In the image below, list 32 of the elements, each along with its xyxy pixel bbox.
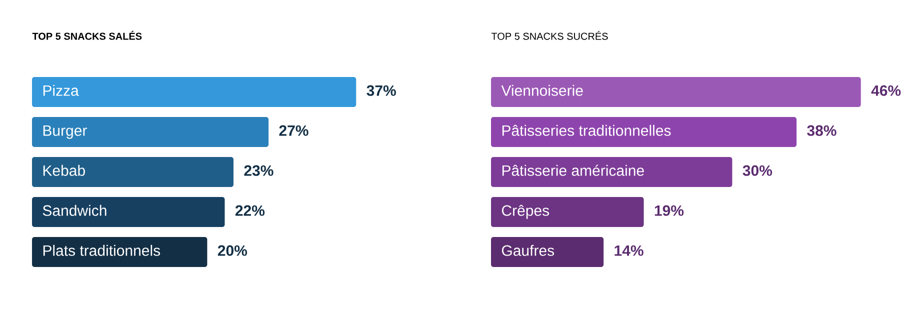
chart-title: TOP 5 SNACKS SUCRÉS bbox=[491, 31, 608, 40]
y-tick-label: Gaufres bbox=[502, 244, 554, 256]
bar bbox=[491, 77, 861, 108]
data-label: 38% bbox=[807, 125, 836, 136]
bar bbox=[491, 237, 604, 268]
data-label: 23% bbox=[244, 165, 274, 176]
y-tick-label: Burger bbox=[43, 125, 87, 139]
bar bbox=[491, 197, 644, 228]
y-tick-label: Crêpes bbox=[502, 204, 550, 219]
bar bbox=[32, 77, 356, 108]
y-tick-label: Pizza bbox=[43, 84, 79, 96]
y-tick-label: Sandwich bbox=[42, 204, 106, 216]
bar bbox=[32, 237, 208, 268]
data-label: 22% bbox=[235, 205, 265, 216]
data-label: 19% bbox=[654, 205, 684, 216]
bar bbox=[491, 117, 797, 148]
chart-title: TOP 5 SNACKS SALÉS bbox=[32, 30, 142, 40]
y-tick-label: Plats traditionnels bbox=[43, 244, 160, 256]
data-label: 27% bbox=[279, 125, 308, 136]
data-label: 37% bbox=[366, 85, 396, 96]
data-label: 14% bbox=[614, 245, 644, 256]
bar bbox=[32, 117, 269, 148]
y-tick-label: Pâtisseries traditionnelles bbox=[502, 124, 671, 136]
y-tick-label: Viennoiserie bbox=[501, 84, 583, 96]
bar bbox=[491, 157, 732, 188]
y-tick-label: Pâtisserie américaine bbox=[502, 164, 644, 176]
data-label: 20% bbox=[218, 245, 248, 256]
data-label: 46% bbox=[871, 85, 901, 96]
bar bbox=[32, 197, 225, 228]
data-label: 30% bbox=[742, 165, 772, 176]
bar bbox=[32, 157, 234, 188]
y-tick-label: Kebab bbox=[43, 164, 85, 176]
